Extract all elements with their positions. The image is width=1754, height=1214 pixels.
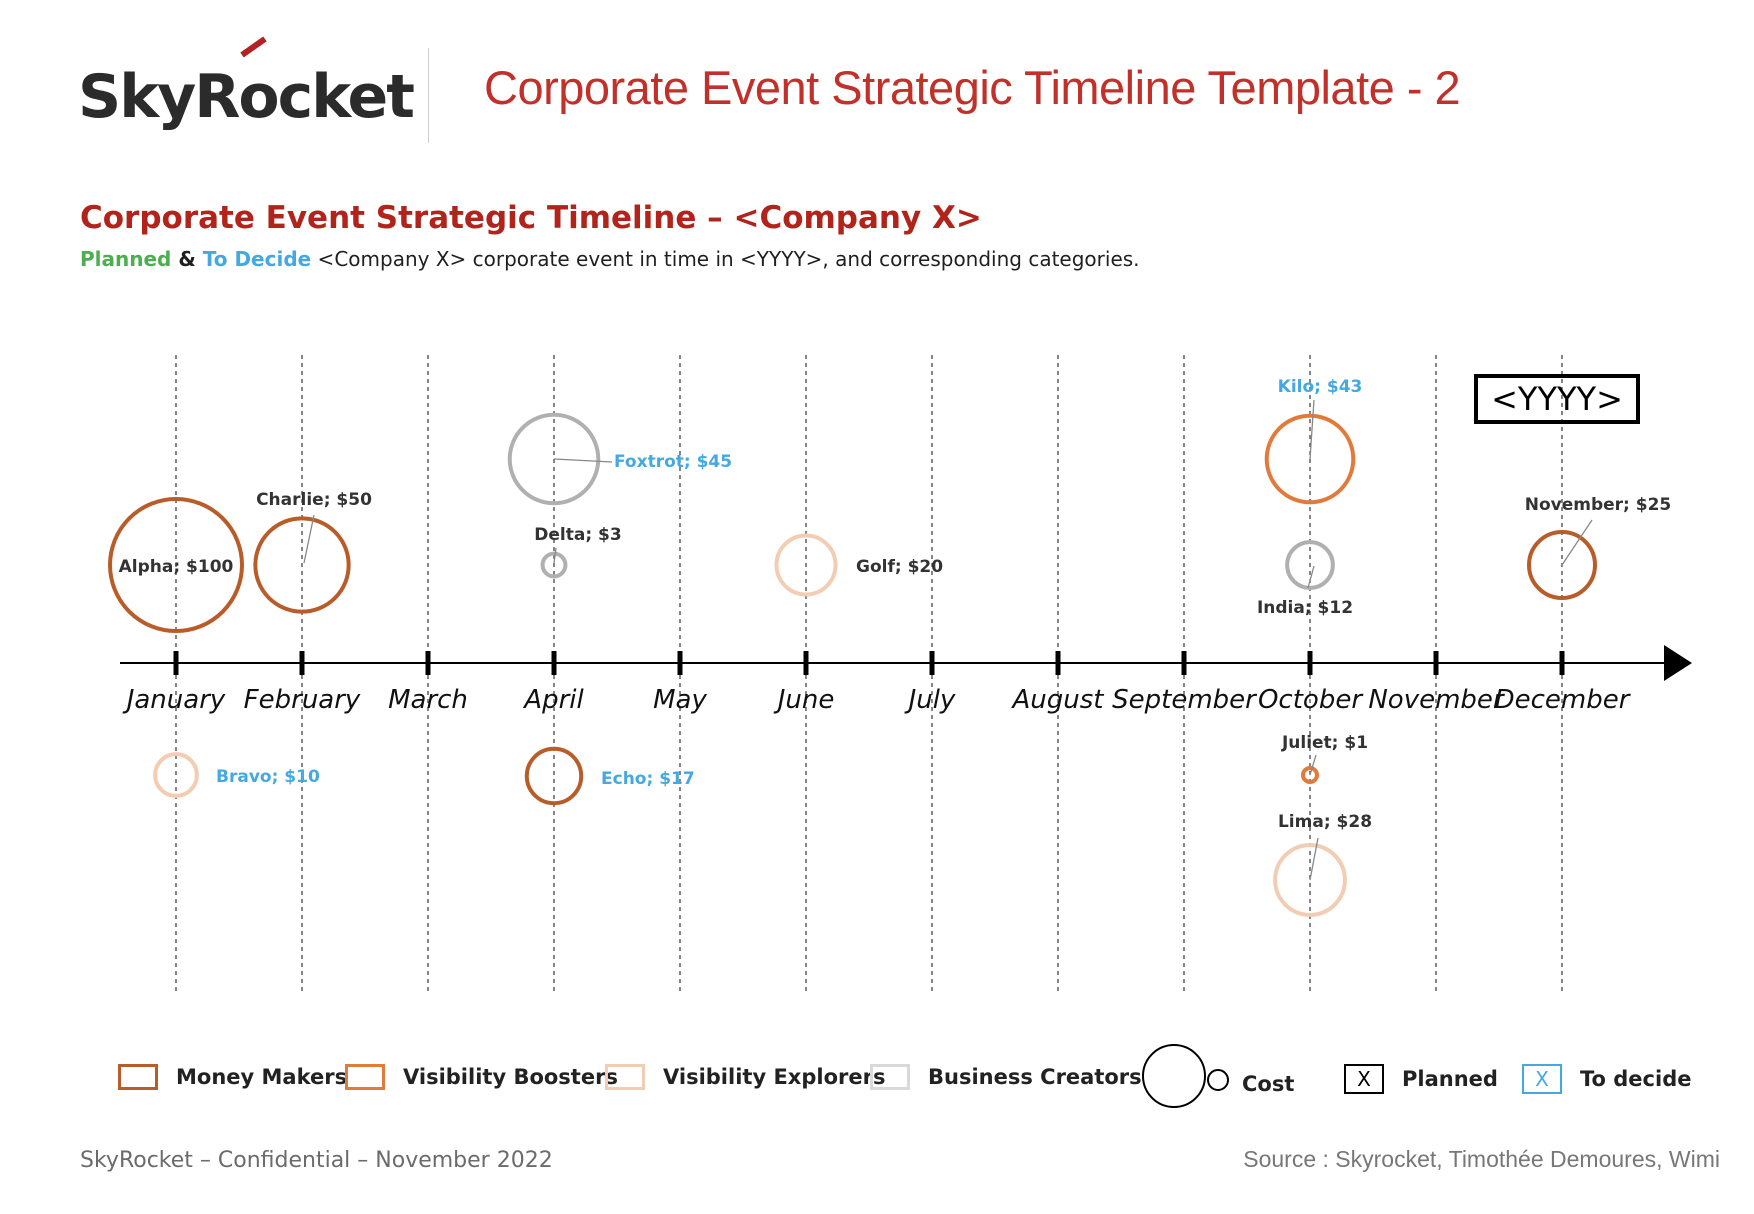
- event-label: Bravo; $10: [216, 767, 320, 787]
- event-bubble: [1264, 413, 1356, 505]
- legend-label: To decide: [1580, 1067, 1692, 1091]
- month-label: December: [1495, 685, 1632, 715]
- month-tick: [929, 651, 935, 675]
- legend-label: Planned: [1402, 1067, 1498, 1091]
- event-bubble: [253, 516, 351, 614]
- event-leader-line: [1309, 754, 1317, 776]
- legend-swatch-visibility-explorers: [605, 1064, 645, 1090]
- event-label: Delta; $3: [534, 525, 621, 545]
- month-label: April: [522, 685, 584, 715]
- month-label: March: [388, 685, 468, 715]
- month-label: May: [653, 685, 707, 715]
- footer-confidential: SkyRocket – Confidential – November 2022: [80, 1148, 553, 1173]
- legend-label: Business Creators: [928, 1065, 1142, 1089]
- subtitle-ampersand: &: [171, 247, 203, 271]
- legend-cost: Cost: [1140, 1042, 1294, 1112]
- month-tick: [551, 651, 557, 675]
- header-divider: [428, 48, 429, 143]
- month-label: February: [244, 685, 361, 715]
- subtitle-to-decide: To Decide: [202, 247, 312, 271]
- event-label: India; $12: [1257, 598, 1353, 618]
- timeline-arrowhead: [1664, 645, 1692, 681]
- legend-to-decide-box: X: [1522, 1064, 1562, 1094]
- event-label: Charlie; $50: [256, 490, 372, 510]
- legend-money-makers: Money Makers: [118, 1064, 347, 1090]
- event-label: Foxtrot; $45: [614, 452, 732, 472]
- event-leader-line: [553, 547, 557, 564]
- month-tick: [173, 651, 179, 675]
- legend-visibility-boosters: Visibility Boosters: [345, 1064, 618, 1090]
- legend-swatch-business-creators: [870, 1064, 910, 1090]
- legend: Money Makers Visibility Boosters Visibil…: [0, 1040, 1754, 1140]
- legend-label: Cost: [1242, 1072, 1295, 1096]
- event-label: Golf; $20: [856, 557, 943, 577]
- legend-label: Money Makers: [176, 1065, 348, 1089]
- legend-visibility-explorers: Visibility Explorers: [605, 1064, 885, 1090]
- subtitle-rest: <Company X> corporate event in time in <…: [311, 247, 1140, 271]
- logo-text: SkyRocket: [78, 62, 415, 132]
- event-bubble: [1527, 530, 1597, 600]
- skyrocket-logo: SkyRocket: [78, 36, 415, 142]
- event-label: Echo; $17: [601, 769, 695, 789]
- event-leader-line: [1307, 565, 1315, 589]
- legend-planned-box: X: [1344, 1064, 1384, 1094]
- month-tick: [1307, 651, 1313, 675]
- section-title: Corporate Event Strategic Timeline – <Co…: [80, 200, 982, 236]
- month-label: July: [904, 685, 956, 715]
- event-leader-line: [1561, 519, 1593, 566]
- cost-size-icon: [1142, 1044, 1229, 1108]
- month-tick: [803, 651, 809, 675]
- event-leader-line: [303, 514, 315, 564]
- event-bubble: [1301, 766, 1319, 784]
- legend-label: Visibility Boosters: [403, 1065, 618, 1089]
- event-bubble: [540, 551, 568, 579]
- event-bubble: [153, 752, 199, 798]
- event-label: Juliet; $1: [1281, 733, 1368, 753]
- legend-swatch-visibility-boosters: [345, 1064, 385, 1090]
- month-label: January: [122, 685, 226, 715]
- event-bubble: [1273, 843, 1347, 917]
- legend-swatch-money-makers: [118, 1064, 158, 1090]
- page-title: Corporate Event Strategic Timeline Templ…: [484, 61, 1461, 114]
- month-tick: [425, 651, 431, 675]
- legend-to-decide: X To decide: [1522, 1064, 1691, 1094]
- event-bubble: [1285, 540, 1335, 590]
- legend-business-creators: Business Creators: [870, 1064, 1142, 1090]
- event-bubble: [524, 746, 584, 806]
- month-tick: [1433, 651, 1439, 675]
- month-label: September: [1112, 685, 1258, 715]
- month-tick: [1559, 651, 1565, 675]
- event-leader-line: [553, 458, 613, 463]
- event-label: Kilo; $43: [1278, 377, 1363, 397]
- event-leader-line: [1309, 837, 1319, 881]
- footer-source: Source : Skyrocket, Timothée Demoures, W…: [1243, 1146, 1720, 1172]
- event-bubble: [507, 412, 601, 506]
- legend-label: Visibility Explorers: [663, 1065, 886, 1089]
- event-label: Alpha; $100: [119, 557, 234, 577]
- month-tick: [299, 651, 305, 675]
- month-tick: [1181, 651, 1187, 675]
- event-bubble: [108, 497, 244, 633]
- legend-planned: X Planned: [1344, 1064, 1498, 1094]
- month-label: October: [1258, 685, 1364, 715]
- month-label: June: [773, 685, 835, 715]
- event-bubble: [774, 533, 838, 597]
- subtitle-planned: Planned: [80, 247, 172, 271]
- event-label: Lima; $28: [1278, 812, 1372, 832]
- month-tick: [677, 651, 683, 675]
- year-box: <YYYY>: [1474, 374, 1640, 424]
- section-subtitle: Planned & To Decide <Company X> corporat…: [80, 247, 1140, 271]
- month-tick: [1055, 651, 1061, 675]
- month-label: November: [1368, 685, 1506, 715]
- event-leader-line: [1309, 399, 1315, 460]
- event-label: November; $25: [1525, 495, 1672, 515]
- month-label: August: [1011, 685, 1105, 715]
